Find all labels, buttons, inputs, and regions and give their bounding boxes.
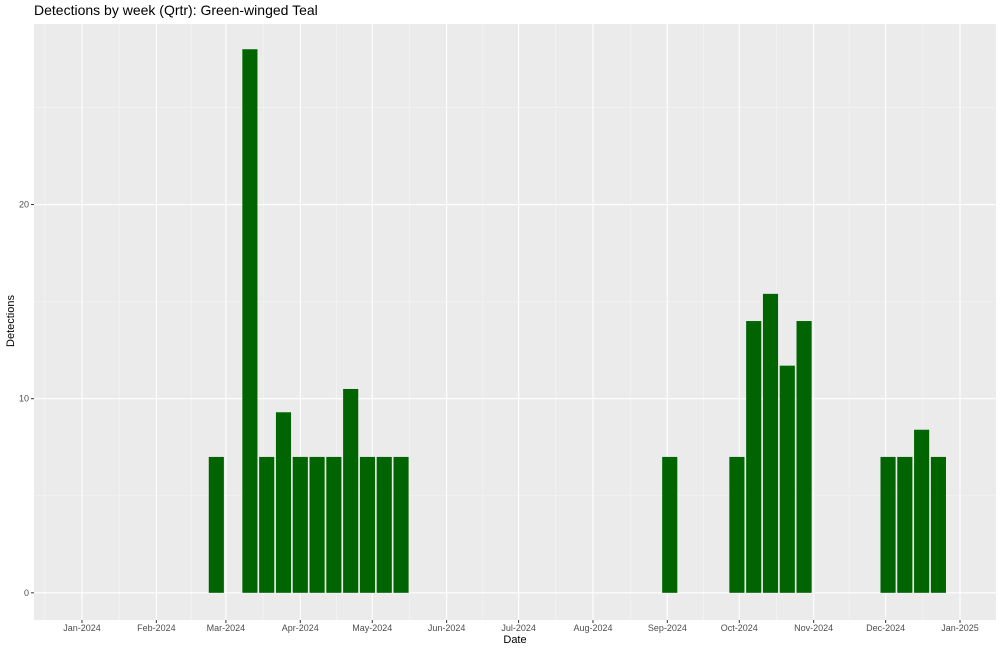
- y-tick-label: 10: [19, 394, 29, 404]
- x-tick-label: Jun-2024: [428, 623, 466, 633]
- bar: [292, 456, 308, 593]
- y-tick-label: 0: [24, 588, 29, 598]
- x-tick-label: Jul-2024: [501, 623, 536, 633]
- bar: [897, 456, 913, 593]
- x-tick-label: Jan-2025: [941, 623, 979, 633]
- minor-gridlines: [34, 24, 996, 620]
- x-tick-label: Dec-2024: [866, 623, 905, 633]
- x-tick-label: Aug-2024: [573, 623, 612, 633]
- bar: [880, 456, 896, 593]
- bar: [242, 49, 258, 593]
- x-tick-label: May-2024: [352, 623, 392, 633]
- bar: [376, 456, 392, 593]
- bar: [343, 388, 359, 593]
- bar: [796, 321, 812, 593]
- x-axis-title: Date: [503, 634, 526, 646]
- bar: [259, 456, 275, 593]
- x-tick-label: Jan-2024: [63, 623, 101, 633]
- bar: [930, 456, 946, 593]
- plot-panel: [34, 24, 996, 620]
- bar: [208, 456, 224, 593]
- x-tick-label: Mar-2024: [207, 623, 246, 633]
- bar: [309, 456, 325, 593]
- bar: [746, 321, 762, 593]
- bar: [762, 293, 779, 593]
- bar: [275, 412, 292, 593]
- bar: [359, 456, 376, 593]
- bars: [208, 49, 946, 593]
- x-tick-label: Apr-2024: [282, 623, 319, 633]
- x-axis: Jan-2024 Feb-2024 Mar-2024 Apr-2024 May-2024…: [63, 620, 979, 633]
- y-axis: 0 10 20: [19, 200, 34, 598]
- bar: [779, 365, 795, 593]
- bar: [729, 456, 745, 593]
- chart-title: Detections by week (Qrtr): Green-winged …: [34, 2, 318, 18]
- y-axis-title: Detections: [5, 295, 17, 347]
- bar: [393, 456, 409, 593]
- x-tick-label: Nov-2024: [794, 623, 833, 633]
- bar: [662, 456, 678, 593]
- y-tick-label: 20: [19, 200, 29, 210]
- x-tick-label: Oct-2024: [721, 623, 758, 633]
- x-tick-label: Sep-2024: [648, 623, 687, 633]
- x-tick-label: Feb-2024: [137, 623, 176, 633]
- bar: [326, 456, 342, 593]
- bar: [914, 429, 930, 593]
